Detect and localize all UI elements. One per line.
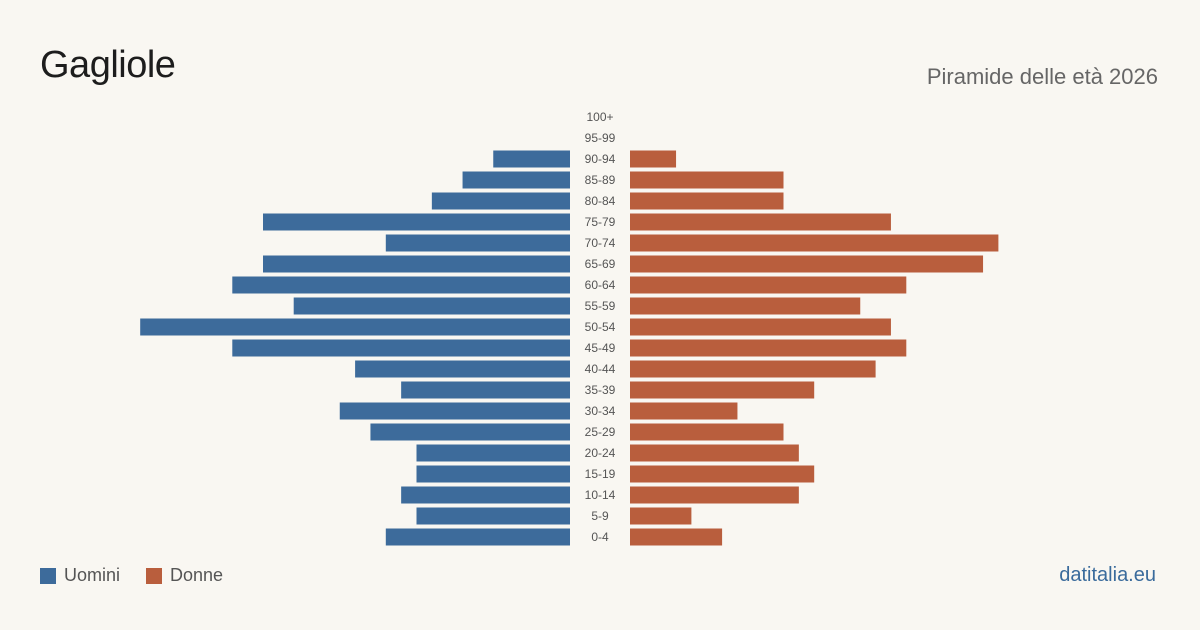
age-group-label: 100+ (586, 110, 613, 124)
legend-item-men: Uomini (40, 565, 120, 586)
bar-women-65-69 (630, 255, 984, 273)
age-group-label: 15-19 (585, 467, 616, 481)
legend-label-women: Donne (170, 565, 224, 585)
bar-women-90-94 (630, 150, 677, 168)
age-group-label: 65-69 (585, 257, 616, 271)
bar-men-85-89 (462, 171, 570, 189)
bar-women-50-54 (630, 318, 891, 336)
bar-men-10-14 (401, 486, 570, 504)
bar-men-45-49 (232, 339, 571, 357)
bar-women-20-24 (630, 444, 799, 462)
page-title: Gagliole (40, 44, 176, 86)
legend-item-women: Donne (146, 565, 223, 586)
bar-men-5-9 (416, 507, 570, 525)
age-group-label: 70-74 (585, 236, 616, 250)
age-group-label: 55-59 (585, 299, 616, 313)
bar-men-0-4 (385, 528, 570, 546)
bar-men-40-44 (355, 360, 570, 378)
age-group-label: 80-84 (585, 194, 616, 208)
bar-men-30-34 (339, 402, 570, 420)
bar-men-60-64 (232, 276, 571, 294)
age-group-label: 40-44 (585, 362, 616, 376)
bar-men-90-94 (493, 150, 570, 168)
bar-men-15-19 (416, 465, 570, 483)
age-group-label: 5-9 (591, 509, 609, 523)
bar-women-35-39 (630, 381, 815, 399)
chart-subtitle: Piramide delle età 2026 (926, 64, 1158, 89)
bar-women-10-14 (630, 486, 799, 504)
age-group-label: 25-29 (585, 425, 616, 439)
age-group-label: 20-24 (585, 446, 616, 460)
bar-men-75-79 (263, 213, 570, 231)
bar-women-55-59 (630, 297, 861, 315)
bar-women-60-64 (630, 276, 907, 294)
age-group-label: 45-49 (585, 341, 616, 355)
bar-women-85-89 (630, 171, 784, 189)
bar-women-80-84 (630, 192, 784, 210)
bar-men-80-84 (431, 192, 570, 210)
bar-women-25-29 (630, 423, 784, 441)
age-group-label: 30-34 (585, 404, 616, 418)
age-group-label: 10-14 (585, 488, 616, 502)
bar-men-20-24 (416, 444, 570, 462)
bar-women-15-19 (630, 465, 815, 483)
bar-women-70-74 (630, 234, 999, 252)
legend-swatch-men (40, 567, 56, 584)
bar-women-45-49 (630, 339, 907, 357)
age-group-label: 90-94 (585, 152, 616, 166)
bar-men-70-74 (385, 234, 570, 252)
chart-legend: Uomini Donne (40, 565, 249, 586)
bar-women-40-44 (630, 360, 876, 378)
age-group-label: 95-99 (585, 131, 616, 145)
bar-women-0-4 (630, 528, 723, 546)
age-group-label: 75-79 (585, 215, 616, 229)
bar-men-25-29 (370, 423, 570, 441)
age-group-label: 0-4 (591, 530, 609, 544)
brand-link[interactable]: datitalia.eu (1059, 564, 1156, 586)
age-group-label: 35-39 (585, 383, 616, 397)
bar-men-55-59 (293, 297, 570, 315)
legend-swatch-women (146, 567, 163, 584)
bar-women-75-79 (630, 213, 891, 231)
age-group-label: 60-64 (585, 278, 616, 292)
bar-men-65-69 (263, 255, 570, 273)
age-group-label: 85-89 (585, 173, 616, 187)
bar-men-50-54 (140, 318, 570, 336)
age-group-label: 50-54 (585, 320, 616, 334)
legend-label-men: Uomini (64, 565, 121, 585)
bar-women-5-9 (630, 507, 692, 525)
bar-men-35-39 (401, 381, 570, 399)
bar-women-30-34 (630, 402, 738, 420)
